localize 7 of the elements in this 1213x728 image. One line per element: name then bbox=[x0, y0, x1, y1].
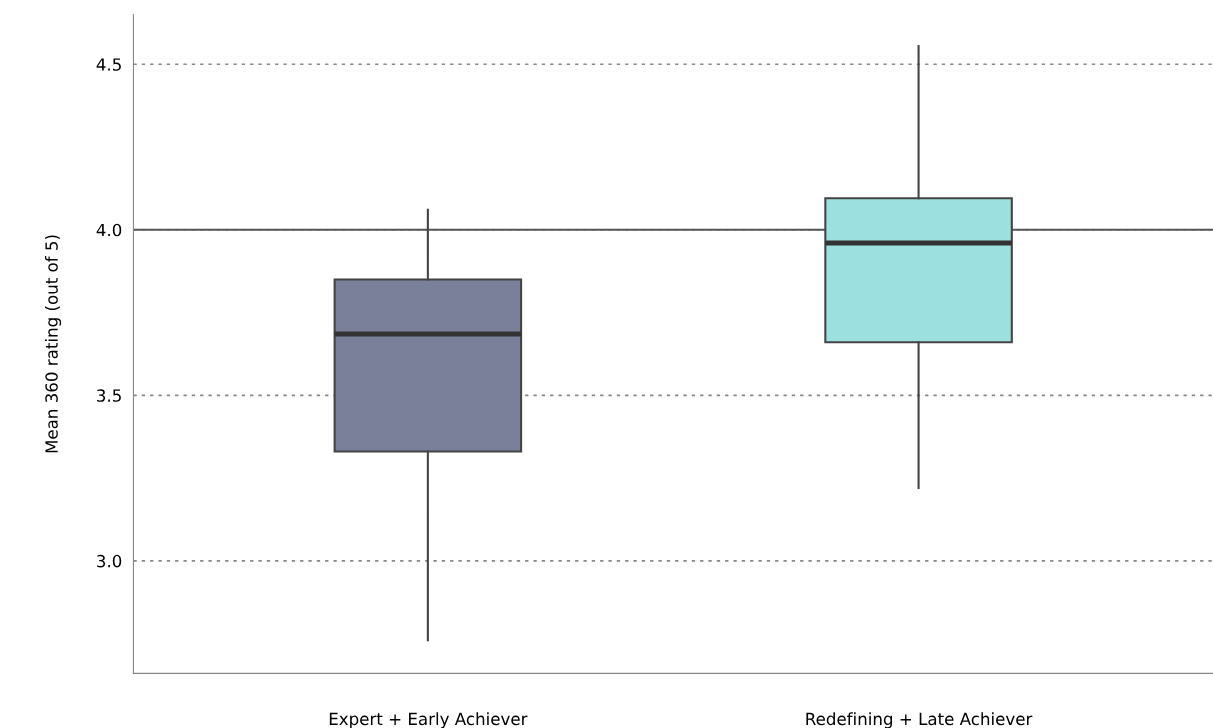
y-tick-label: 4.5 bbox=[96, 58, 121, 71]
y-tick-label: 4.0 bbox=[96, 223, 122, 237]
x-tick-label: Expert + Early Achiever bbox=[329, 712, 528, 728]
y-axis-title: Mean 360 rating (out of 5) bbox=[44, 235, 62, 453]
y-tick-label: 3.5 bbox=[97, 389, 121, 402]
x-tick-label: Redefining + Late Achiever bbox=[806, 712, 1033, 728]
y-tick-label: 3.0 bbox=[97, 554, 122, 568]
